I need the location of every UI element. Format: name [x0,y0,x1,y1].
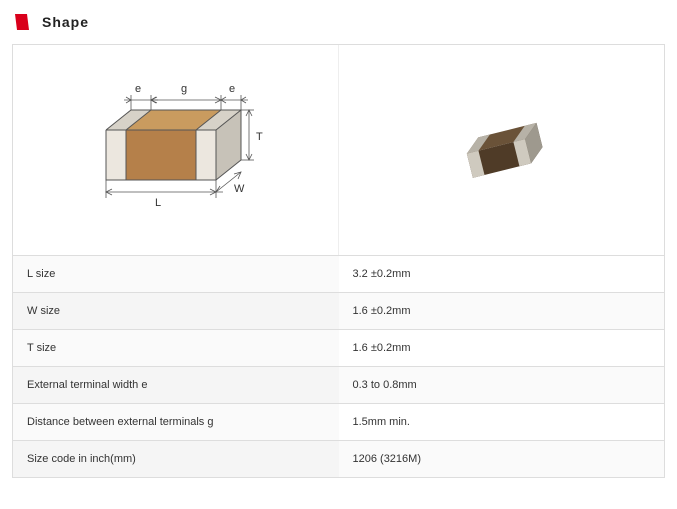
table-row: Distance between external terminals g1.5… [13,404,664,441]
spec-label: External terminal width e [13,367,339,404]
svg-text:e: e [134,83,140,95]
section-title: Shape [42,14,89,30]
svg-text:L: L [154,197,160,209]
diagram-row: L W T e g e [13,45,664,255]
spec-label: W size [13,293,339,330]
spec-value: 1.6 ±0.2mm [339,293,665,330]
photo-diagram [338,45,664,255]
section-header: Shape [12,12,665,32]
dimension-diagram: L W T e g e [13,45,338,255]
spec-label: Size code in inch(mm) [13,441,339,478]
spec-label: L size [13,256,339,293]
spec-value: 3.2 ±0.2mm [339,256,665,293]
spec-value: 0.3 to 0.8mm [339,367,665,404]
spec-label: Distance between external terminals g [13,404,339,441]
table-row: External terminal width e0.3 to 0.8mm [13,367,664,404]
table-row: Size code in inch(mm)1206 (3216M) [13,441,664,478]
table-row: W size1.6 ±0.2mm [13,293,664,330]
spec-value: 1.5mm min. [339,404,665,441]
svg-text:T: T [256,131,263,143]
section-icon [12,12,32,32]
table-row: L size3.2 ±0.2mm [13,256,664,293]
spec-value: 1.6 ±0.2mm [339,330,665,367]
shape-panel: L W T e g e [12,44,665,478]
svg-text:e: e [228,83,234,95]
table-row: T size1.6 ±0.2mm [13,330,664,367]
svg-text:W: W [234,183,245,195]
spec-table: L size3.2 ±0.2mmW size1.6 ±0.2mmT size1.… [13,255,664,477]
spec-value: 1206 (3216M) [339,441,665,478]
spec-label: T size [13,330,339,367]
svg-text:g: g [180,83,186,95]
